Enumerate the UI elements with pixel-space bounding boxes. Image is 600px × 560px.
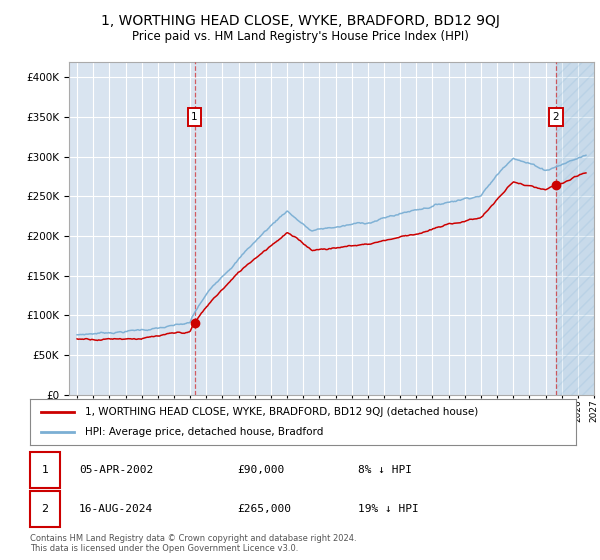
Text: 19% ↓ HPI: 19% ↓ HPI bbox=[358, 504, 418, 514]
Text: £90,000: £90,000 bbox=[238, 465, 285, 475]
Text: 2: 2 bbox=[41, 504, 49, 514]
Text: 1, WORTHING HEAD CLOSE, WYKE, BRADFORD, BD12 9QJ: 1, WORTHING HEAD CLOSE, WYKE, BRADFORD, … bbox=[101, 14, 499, 28]
Text: £265,000: £265,000 bbox=[238, 504, 292, 514]
Text: 05-APR-2002: 05-APR-2002 bbox=[79, 465, 154, 475]
Text: 1, WORTHING HEAD CLOSE, WYKE, BRADFORD, BD12 9QJ (detached house): 1, WORTHING HEAD CLOSE, WYKE, BRADFORD, … bbox=[85, 407, 478, 417]
Text: Contains HM Land Registry data © Crown copyright and database right 2024.
This d: Contains HM Land Registry data © Crown c… bbox=[30, 534, 356, 553]
FancyBboxPatch shape bbox=[30, 491, 60, 527]
Text: 1: 1 bbox=[191, 112, 198, 122]
Text: 1: 1 bbox=[41, 465, 49, 475]
Text: HPI: Average price, detached house, Bradford: HPI: Average price, detached house, Brad… bbox=[85, 427, 323, 437]
Text: 2: 2 bbox=[552, 112, 559, 122]
Text: 16-AUG-2024: 16-AUG-2024 bbox=[79, 504, 154, 514]
Text: 8% ↓ HPI: 8% ↓ HPI bbox=[358, 465, 412, 475]
Text: Price paid vs. HM Land Registry's House Price Index (HPI): Price paid vs. HM Land Registry's House … bbox=[131, 30, 469, 43]
Bar bbox=[556, 62, 594, 395]
FancyBboxPatch shape bbox=[30, 452, 60, 488]
